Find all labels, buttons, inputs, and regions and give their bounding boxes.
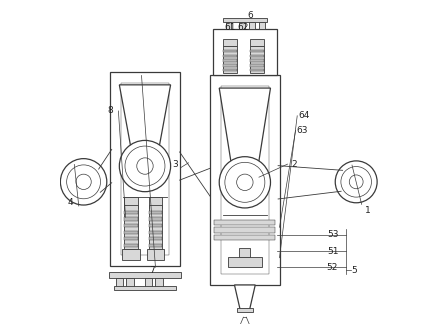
Text: 2: 2: [291, 160, 297, 169]
Bar: [250, 46, 264, 73]
Text: 52: 52: [326, 263, 338, 272]
Text: 6: 6: [247, 11, 253, 20]
Polygon shape: [234, 285, 255, 309]
Circle shape: [335, 161, 377, 203]
Bar: [259, 22, 265, 29]
Bar: [145, 278, 152, 287]
Bar: [223, 69, 237, 72]
Bar: [116, 278, 123, 287]
Bar: [148, 243, 162, 247]
Text: 61: 61: [225, 23, 236, 32]
Bar: [124, 211, 138, 215]
Bar: [250, 64, 264, 67]
Text: 8: 8: [108, 107, 113, 115]
Bar: [126, 278, 133, 287]
Bar: [124, 197, 138, 208]
Bar: [147, 249, 164, 260]
Bar: [109, 272, 181, 278]
Bar: [124, 224, 138, 228]
Bar: [214, 220, 276, 225]
Bar: [148, 224, 162, 228]
Text: 3: 3: [172, 160, 178, 169]
Bar: [250, 50, 264, 52]
Bar: [124, 243, 138, 247]
Bar: [250, 59, 264, 62]
Bar: [124, 230, 138, 234]
Text: 4: 4: [68, 198, 74, 207]
Bar: [221, 86, 269, 275]
Bar: [214, 80, 275, 281]
Bar: [239, 248, 250, 257]
Text: 53: 53: [327, 230, 338, 240]
Bar: [121, 83, 169, 255]
Bar: [148, 237, 162, 240]
Circle shape: [237, 174, 253, 190]
Bar: [148, 197, 162, 208]
Circle shape: [60, 159, 107, 205]
Text: 5: 5: [351, 266, 357, 275]
Bar: [223, 55, 237, 57]
Text: 63: 63: [296, 126, 308, 135]
Circle shape: [119, 140, 171, 192]
Bar: [250, 55, 264, 57]
Bar: [249, 22, 255, 29]
Circle shape: [76, 174, 91, 189]
Polygon shape: [219, 88, 271, 171]
Bar: [223, 50, 237, 52]
Bar: [148, 230, 162, 234]
Bar: [223, 46, 237, 73]
Bar: [250, 39, 264, 46]
Bar: [223, 18, 267, 22]
Bar: [237, 308, 253, 312]
Bar: [124, 237, 138, 240]
Text: 7: 7: [149, 266, 155, 275]
Circle shape: [137, 158, 153, 174]
Bar: [110, 72, 179, 266]
Bar: [115, 76, 175, 261]
Bar: [214, 235, 276, 240]
Text: 64: 64: [298, 111, 309, 120]
Bar: [214, 227, 276, 233]
Bar: [223, 59, 237, 62]
Circle shape: [219, 157, 271, 208]
Bar: [124, 217, 138, 221]
Bar: [223, 39, 237, 46]
Bar: [113, 286, 176, 290]
Bar: [148, 205, 162, 249]
Text: 51: 51: [327, 247, 338, 255]
Bar: [124, 205, 138, 249]
Bar: [148, 217, 162, 221]
Text: 62: 62: [238, 23, 249, 32]
Circle shape: [349, 175, 363, 189]
Bar: [210, 75, 280, 285]
Bar: [225, 22, 231, 29]
Bar: [155, 278, 163, 287]
Bar: [122, 249, 140, 260]
Bar: [228, 257, 262, 267]
Polygon shape: [119, 85, 171, 156]
Bar: [213, 29, 277, 75]
Bar: [148, 211, 162, 215]
Bar: [223, 64, 237, 67]
Bar: [239, 22, 245, 29]
Bar: [250, 69, 264, 72]
Text: 1: 1: [365, 206, 371, 215]
